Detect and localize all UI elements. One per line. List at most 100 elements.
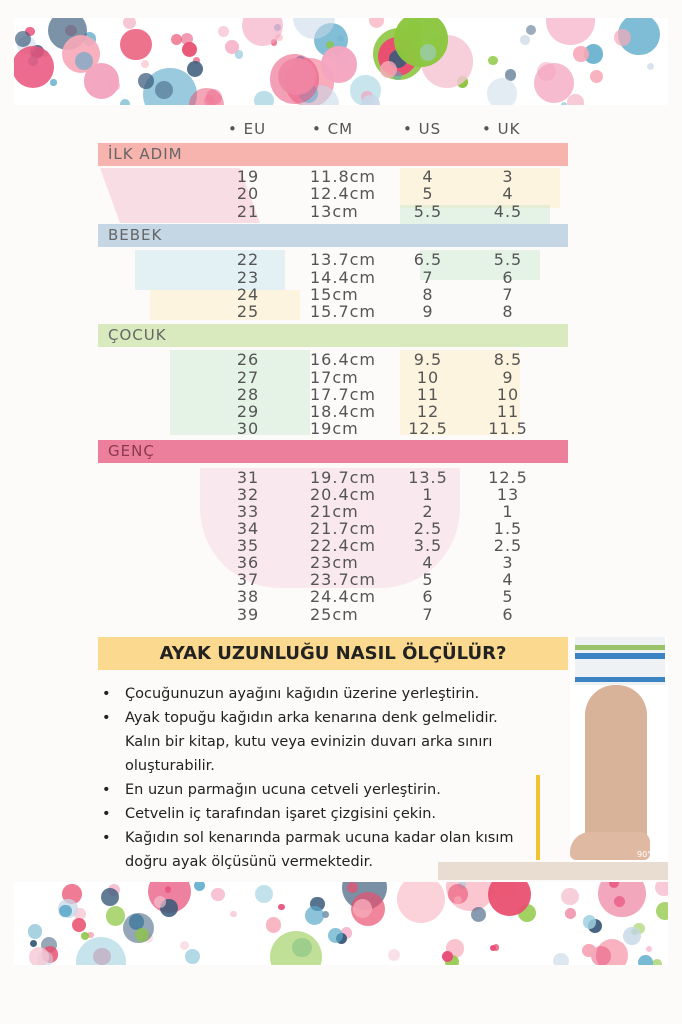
- size-row: 31 19.7cm 13.5 12.5: [98, 469, 568, 486]
- dot: [622, 927, 641, 945]
- dot: [59, 905, 72, 918]
- dot: [120, 98, 131, 105]
- dot: [140, 59, 150, 69]
- cell-uk: 5: [502, 587, 514, 606]
- cell-uk: 10: [496, 385, 520, 404]
- size-row: 23 14.4cm 7 6: [98, 269, 568, 286]
- cell-us: 5: [422, 184, 434, 203]
- dot: [561, 101, 568, 105]
- cell-eu: 20: [236, 184, 260, 203]
- dot: [218, 26, 230, 38]
- dot: [536, 61, 557, 82]
- dot: [170, 33, 182, 45]
- size-row: 20 12.4cm 5 4: [98, 185, 568, 202]
- cell-eu: 28: [236, 385, 260, 404]
- cell-us: 10: [416, 368, 440, 387]
- size-row: 27 17cm 10 9: [98, 369, 568, 386]
- column-cm: • CM: [312, 120, 354, 138]
- dot: [369, 18, 385, 28]
- dot: [520, 35, 530, 45]
- cell-us: 6.5: [413, 250, 443, 269]
- cell-cm: 17.7cm: [310, 385, 377, 404]
- dot: [322, 911, 329, 918]
- size-row: 25 15.7cm 9 8: [98, 303, 568, 320]
- section-header: BEBEK: [98, 224, 568, 247]
- dot: [488, 56, 498, 66]
- dot: [406, 21, 421, 36]
- size-row: 34 21.7cm 2.5 1.5: [98, 520, 568, 537]
- step: Kağıdın sol kenarında parmak ucuna kadar…: [98, 826, 528, 874]
- dot: [646, 62, 654, 70]
- step: En uzun parmağın ucuna cetveli yerleştir…: [98, 778, 528, 802]
- size-row: 38 24.4cm 6 5: [98, 588, 568, 605]
- dot: [155, 81, 174, 100]
- size-row: 32 20.4cm 1 13: [98, 486, 568, 503]
- cell-cm: 21.7cm: [310, 519, 377, 538]
- cell-uk: 4: [502, 184, 514, 203]
- dot: [470, 906, 487, 923]
- size-row: 30 19cm 12.5 11.5: [98, 420, 568, 437]
- cell-eu: 35: [236, 536, 260, 555]
- cell-eu: 31: [236, 468, 260, 487]
- size-row: 26 16.4cm 9.5 8.5: [98, 351, 568, 368]
- cell-eu: 29: [236, 402, 260, 421]
- dot: [504, 68, 517, 81]
- size-row: 36 23cm 4 3: [98, 554, 568, 571]
- cell-cm: 17cm: [310, 368, 359, 387]
- cell-uk: 8: [502, 302, 514, 321]
- dot: [397, 882, 446, 924]
- pencil-icon: [536, 775, 540, 860]
- dot: [591, 946, 612, 965]
- section-header: İLK ADIM: [98, 143, 568, 166]
- dot: [224, 39, 240, 55]
- cell-cm: 15cm: [310, 285, 359, 304]
- dot: [320, 46, 357, 83]
- column-uk: • UK: [482, 120, 521, 138]
- dot: [269, 54, 320, 104]
- dot: [633, 922, 645, 934]
- dot: [180, 941, 190, 951]
- cell-eu: 22: [236, 250, 260, 269]
- dot: [325, 40, 334, 49]
- cell-uk: 8.5: [493, 350, 523, 369]
- column-eu: • EU: [228, 120, 267, 138]
- cell-us: 4: [422, 553, 434, 572]
- cell-eu: 33: [236, 502, 260, 521]
- cell-us: 12.5: [408, 419, 448, 438]
- cell-eu: 26: [236, 350, 260, 369]
- dot: [25, 26, 35, 37]
- dot: [525, 24, 537, 35]
- dot: [393, 18, 449, 67]
- cell-cm: 14.4cm: [310, 268, 377, 287]
- dot: [361, 94, 380, 105]
- dot: [393, 70, 403, 80]
- cell-eu: 30: [236, 419, 260, 438]
- cell-uk: 12.5: [488, 468, 528, 487]
- cell-us: 1: [422, 485, 434, 504]
- dot: [565, 907, 577, 919]
- size-row: 21 13cm 5.5 4.5: [98, 203, 568, 220]
- cell-eu: 27: [236, 368, 260, 387]
- dot: [583, 44, 604, 64]
- cell-eu: 37: [236, 570, 260, 589]
- dot: [589, 69, 604, 84]
- cell-cm: 23cm: [310, 553, 359, 572]
- dot: [655, 882, 668, 897]
- dot: [189, 87, 224, 105]
- section-header: GENÇ: [98, 440, 568, 463]
- cell-cm: 24.4cm: [310, 587, 377, 606]
- dot: [181, 41, 197, 57]
- dot: [27, 924, 43, 939]
- dot: [638, 954, 654, 965]
- cell-cm: 16.4cm: [310, 350, 377, 369]
- dot: [645, 946, 652, 953]
- dot: [193, 882, 206, 892]
- cell-uk: 9: [502, 368, 514, 387]
- dot: [137, 73, 154, 90]
- howto-steps: Çocuğunuzun ayağını kağıdın üzerine yerl…: [98, 682, 528, 874]
- cell-cm: 20.4cm: [310, 485, 377, 504]
- dot: [327, 927, 344, 944]
- dot: [614, 896, 626, 908]
- cell-us: 11: [416, 385, 440, 404]
- cell-cm: 15.7cm: [310, 302, 377, 321]
